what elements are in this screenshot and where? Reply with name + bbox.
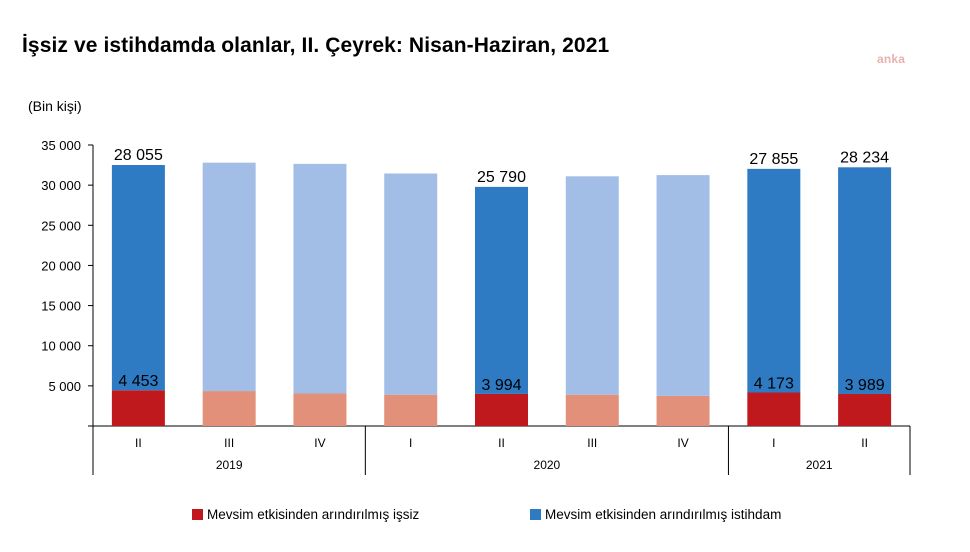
data-label-employed: 28 234 <box>840 149 889 166</box>
y-tick-label: 30 000 <box>41 178 81 193</box>
bar-unemployed <box>293 393 347 426</box>
legend-label-unemployed: Mevsim etkisinden arındırılmış işsiz <box>207 507 420 522</box>
data-label-employed: 25 790 <box>477 169 526 186</box>
x-tick-label: II <box>135 436 142 450</box>
data-label-unemployed: 4 453 <box>118 373 158 390</box>
bar-unemployed <box>475 393 528 426</box>
data-label-employed: 28 055 <box>114 147 163 164</box>
legend-item-unemployed: Mevsim etkisinden arındırılmış işsiz <box>192 507 419 522</box>
data-label-employed: 27 855 <box>749 151 798 168</box>
bar-employed <box>838 167 892 394</box>
y-tick-label: 15 000 <box>41 299 81 314</box>
year-label: 2020 <box>534 458 561 472</box>
x-tick-label: III <box>587 436 597 450</box>
x-tick-label: II <box>498 436 505 450</box>
legend-label-employed: Mevsim etkisinden arındırılmış istihdam <box>545 507 782 522</box>
bar-employed <box>565 176 619 395</box>
bar-unemployed <box>838 393 892 426</box>
bar-unemployed <box>656 395 710 426</box>
x-tick-label: IV <box>677 436 688 450</box>
bar-employed <box>202 162 256 392</box>
x-tick-label: I <box>409 436 412 450</box>
y-tick-label: 25 000 <box>41 218 81 233</box>
y-tick-label: 5 000 <box>48 379 81 394</box>
y-tick-label: 20 000 <box>41 258 81 273</box>
year-label: 2021 <box>806 458 833 472</box>
data-label-unemployed: 3 994 <box>481 377 521 394</box>
bar-employed <box>747 168 801 393</box>
data-label-unemployed: 4 173 <box>754 375 794 392</box>
y-axis-unit-label: (Bin kişi) <box>28 98 82 114</box>
bar-unemployed <box>565 394 619 426</box>
watermark-logo: anka <box>877 52 906 66</box>
legend-item-employed: Mevsim etkisinden arındırılmış istihdam <box>530 507 781 522</box>
bar-unemployed <box>111 390 165 426</box>
year-label: 2019 <box>216 458 243 472</box>
bar-employed <box>475 186 528 394</box>
x-tick-label: I <box>772 436 775 450</box>
legend-swatch-employed <box>530 509 541 520</box>
bar-employed <box>384 173 438 395</box>
bar-unemployed <box>384 394 438 426</box>
bar-employed <box>111 165 165 391</box>
x-tick-label: III <box>224 436 234 450</box>
bar-employed <box>293 163 347 394</box>
x-tick-label: II <box>861 436 868 450</box>
bar-employed <box>656 175 710 396</box>
data-label-unemployed: 3 989 <box>845 377 885 394</box>
legend-swatch-unemployed <box>192 509 203 520</box>
y-tick-label: 35 000 <box>41 138 81 153</box>
bar-unemployed <box>202 391 256 426</box>
bar-unemployed <box>747 392 801 426</box>
x-tick-label: IV <box>314 436 325 450</box>
y-tick-label: 10 000 <box>41 339 81 354</box>
chart-title: İşsiz ve istihdamda olanlar, II. Çeyrek:… <box>22 34 610 57</box>
